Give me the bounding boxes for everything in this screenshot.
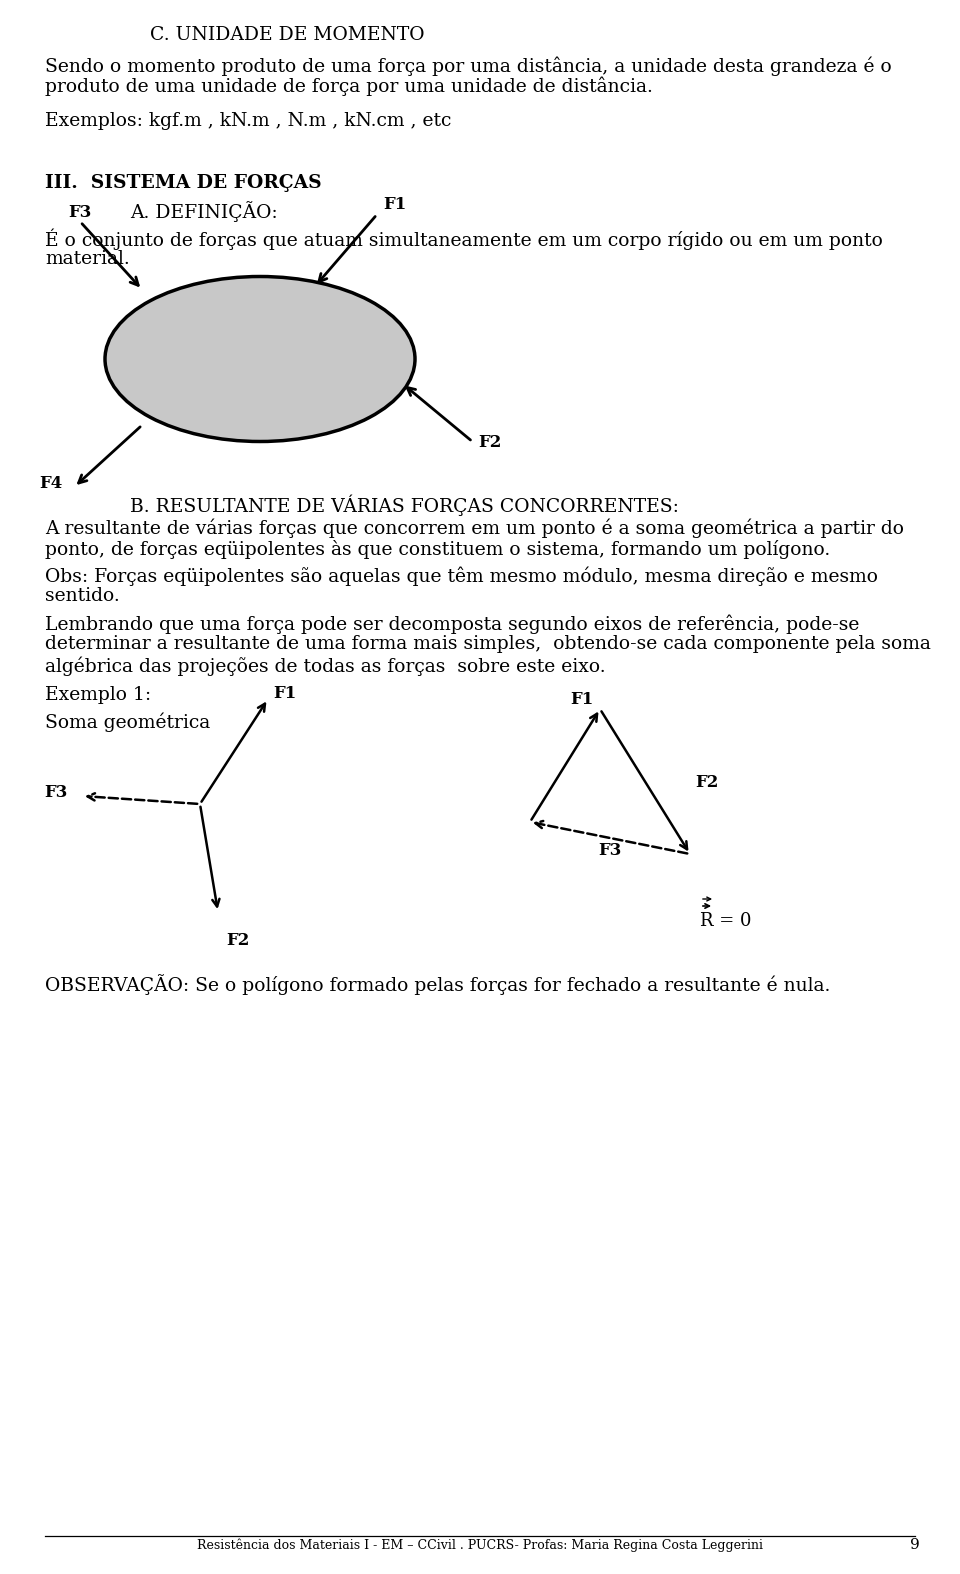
Text: C. UNIDADE DE MOMENTO: C. UNIDADE DE MOMENTO — [150, 27, 424, 44]
Text: Soma geométrica: Soma geométrica — [45, 711, 210, 732]
Text: F1: F1 — [570, 691, 593, 708]
Text: A resultante de várias forças que concorrem em um ponto é a soma geométrica a pa: A resultante de várias forças que concor… — [45, 519, 904, 538]
Text: Lembrando que uma força pode ser decomposta segundo eixos de referência, pode-se: Lembrando que uma força pode ser decompo… — [45, 614, 859, 633]
Text: F4: F4 — [39, 475, 62, 493]
Text: III.  SISTEMA DE FORÇAS: III. SISTEMA DE FORÇAS — [45, 175, 322, 192]
Text: F1: F1 — [383, 197, 406, 214]
Text: F3: F3 — [68, 203, 91, 220]
Text: produto de uma unidade de força por uma unidade de distância.: produto de uma unidade de força por uma … — [45, 77, 653, 96]
Text: Sendo o momento produto de uma força por uma distância, a unidade desta grandeza: Sendo o momento produto de uma força por… — [45, 57, 892, 76]
Text: OBSERVAÇÃO: Se o polígono formado pelas forças for fechado a resultante é nula.: OBSERVAÇÃO: Se o polígono formado pelas … — [45, 974, 830, 995]
Text: Exemplo 1:: Exemplo 1: — [45, 686, 151, 704]
Text: algébrica das projeções de todas as forças  sobre este eixo.: algébrica das projeções de todas as forç… — [45, 656, 606, 675]
Text: A. DEFINIÇÃO:: A. DEFINIÇÃO: — [130, 201, 277, 222]
Text: F2: F2 — [479, 434, 502, 450]
Ellipse shape — [105, 277, 415, 441]
Text: sentido.: sentido. — [45, 587, 120, 604]
Text: determinar a resultante de uma forma mais simples,  obtendo-se cada componente p: determinar a resultante de uma forma mai… — [45, 634, 931, 653]
Text: Obs: Forças eqüipolentes são aquelas que têm mesmo módulo, mesma direção e mesmo: Obs: Forças eqüipolentes são aquelas que… — [45, 567, 878, 586]
Text: B. RESULTANTE DE VÁRIAS FORÇAS CONCORRENTES:: B. RESULTANTE DE VÁRIAS FORÇAS CONCORREN… — [130, 494, 679, 516]
Text: F2: F2 — [226, 932, 250, 949]
Text: F2: F2 — [695, 774, 718, 792]
Text: F3: F3 — [44, 784, 67, 801]
Text: R = 0: R = 0 — [700, 911, 752, 930]
Text: Resistência dos Materiais I - EM – CCivil . PUCRS- Profas: Maria Regina Costa Le: Resistência dos Materiais I - EM – CCivi… — [197, 1538, 763, 1552]
Text: material.: material. — [45, 250, 130, 268]
Text: Exemplos: kgf.m , kN.m , N.m , kN.cm , etc: Exemplos: kgf.m , kN.m , N.m , kN.cm , e… — [45, 112, 451, 131]
Text: 9: 9 — [910, 1538, 920, 1552]
Text: É o conjunto de forças que atuam simultaneamente em um corpo rígido ou em um pon: É o conjunto de forças que atuam simulta… — [45, 228, 883, 250]
Text: F1: F1 — [273, 685, 297, 702]
Text: F3: F3 — [598, 842, 621, 859]
Text: ponto, de forças eqüipolentes às que constituem o sistema, formando um polígono.: ponto, de forças eqüipolentes às que con… — [45, 540, 830, 559]
